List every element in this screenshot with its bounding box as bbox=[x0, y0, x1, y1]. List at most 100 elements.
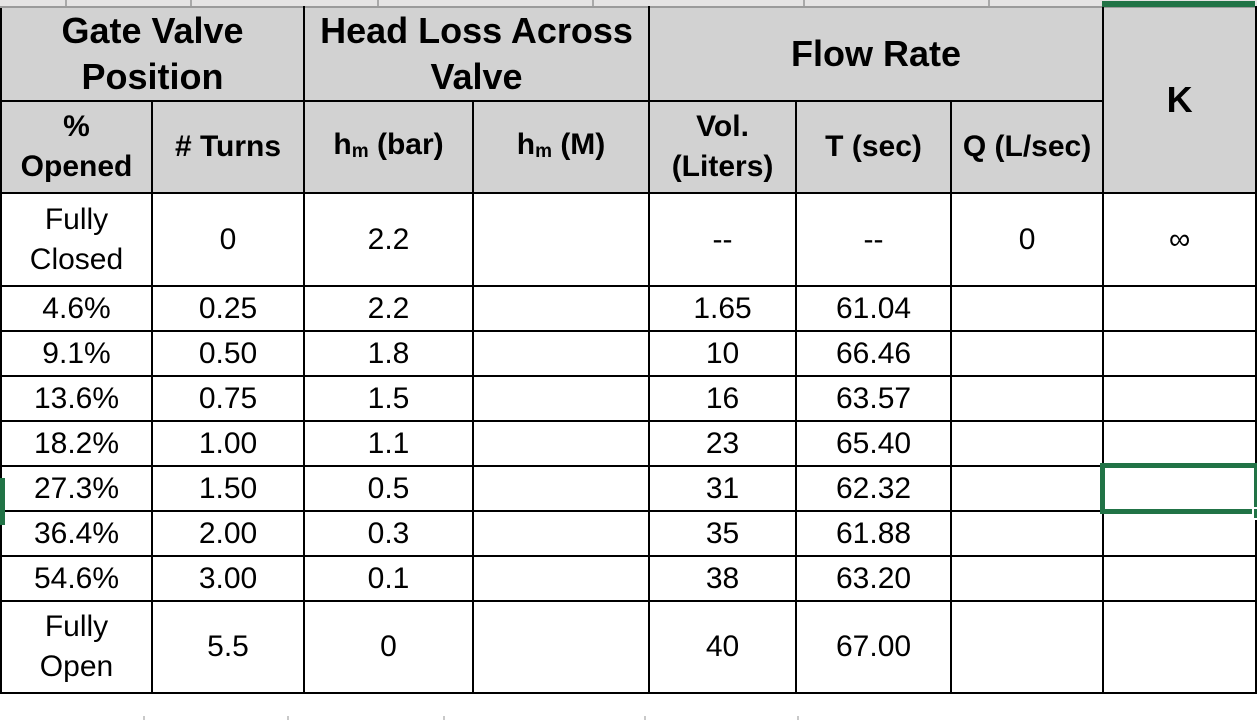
cell-position[interactable]: 4.6% bbox=[0, 285, 153, 332]
cell-t-sec[interactable]: 63.20 bbox=[795, 555, 953, 602]
row-above-sliver bbox=[0, 0, 1257, 6]
group-header-k[interactable]: K bbox=[1102, 6, 1257, 194]
cell-hm-m[interactable] bbox=[472, 375, 651, 422]
cell-hm-bar[interactable]: 0.1 bbox=[303, 555, 475, 602]
cell-t-sec[interactable]: 65.40 bbox=[795, 420, 953, 467]
column-header-volume[interactable]: Vol. (Liters) bbox=[648, 100, 798, 194]
cell-q[interactable] bbox=[950, 510, 1105, 557]
cell-hm-m[interactable] bbox=[472, 600, 651, 694]
cell-k[interactable] bbox=[1102, 330, 1257, 377]
column-header-hm-bar[interactable]: hm (bar) bbox=[303, 100, 475, 194]
column-header-time[interactable]: T (sec) bbox=[795, 100, 953, 194]
cell-hm-m[interactable] bbox=[472, 285, 651, 332]
column-header-turns[interactable]: # Turns bbox=[150, 100, 306, 194]
gridline bbox=[443, 716, 445, 720]
cell-q[interactable] bbox=[950, 465, 1105, 512]
cell-hm-bar[interactable]: 1.5 bbox=[303, 375, 475, 422]
column-selection-indicator bbox=[1102, 1, 1255, 7]
cell-position[interactable]: Fully Open bbox=[0, 600, 153, 694]
gridline bbox=[988, 0, 990, 6]
cell-hm-m[interactable] bbox=[472, 555, 651, 602]
cell-turns[interactable]: 0.75 bbox=[150, 375, 306, 422]
cell-text: Fully bbox=[44, 610, 109, 643]
cell-k[interactable] bbox=[1102, 555, 1257, 602]
cell-t-sec[interactable]: 61.04 bbox=[795, 285, 953, 332]
cell-vol[interactable]: 38 bbox=[648, 555, 798, 602]
cell-q[interactable]: 0 bbox=[950, 192, 1105, 287]
cell-position[interactable]: 27.3% bbox=[0, 465, 153, 512]
cell-position[interactable]: 36.4% bbox=[0, 510, 153, 557]
column-header-hm-m[interactable]: hm (M) bbox=[472, 100, 651, 194]
cell-turns[interactable]: 1.50 bbox=[150, 465, 306, 512]
cell-text: 27.3% bbox=[33, 471, 120, 505]
cell-q[interactable] bbox=[950, 285, 1105, 332]
cell-t-sec[interactable]: -- bbox=[795, 192, 953, 287]
cell-hm-bar[interactable]: 2.2 bbox=[303, 192, 475, 287]
cell-turns[interactable]: 0.25 bbox=[150, 285, 306, 332]
cell-t-sec[interactable]: 61.88 bbox=[795, 510, 953, 557]
cell-hm-m[interactable] bbox=[472, 330, 651, 377]
cell-k[interactable] bbox=[1102, 375, 1257, 422]
fill-handle[interactable] bbox=[1252, 507, 1257, 520]
cell-vol[interactable]: 35 bbox=[648, 510, 798, 557]
cell-turns[interactable]: 5.5 bbox=[150, 600, 306, 694]
cell-turns[interactable]: 2.00 bbox=[150, 510, 306, 557]
group-header-flow-rate[interactable]: Flow Rate bbox=[648, 6, 1105, 102]
cell-k[interactable] bbox=[1102, 420, 1257, 467]
cell-t-sec[interactable]: 62.32 bbox=[795, 465, 953, 512]
cell-position[interactable]: 54.6% bbox=[0, 555, 153, 602]
cell-t-sec[interactable]: 66.46 bbox=[795, 330, 953, 377]
cell-position[interactable]: 9.1% bbox=[0, 330, 153, 377]
cell-hm-bar[interactable]: 0.5 bbox=[303, 465, 475, 512]
cell-position[interactable]: 13.6% bbox=[0, 375, 153, 422]
cell-q[interactable] bbox=[950, 375, 1105, 422]
cell-vol[interactable]: 23 bbox=[648, 420, 798, 467]
cell-turns[interactable]: 1.00 bbox=[150, 420, 306, 467]
cell-text: 9.1% bbox=[42, 336, 111, 370]
cell-turns[interactable]: 0.50 bbox=[150, 330, 306, 377]
cell-hm-m[interactable] bbox=[472, 192, 651, 287]
cell-t-sec[interactable]: 67.00 bbox=[795, 600, 953, 694]
cell-hm-m[interactable] bbox=[472, 510, 651, 557]
cell-text: Closed bbox=[29, 242, 124, 276]
cell-hm-bar[interactable]: 1.8 bbox=[303, 330, 475, 377]
cell-turns[interactable]: 3.00 bbox=[150, 555, 306, 602]
cell-hm-m[interactable] bbox=[472, 465, 651, 512]
cell-vol[interactable]: -- bbox=[648, 192, 798, 287]
table-row: 18.2% 1.00 1.1 23 65.40 bbox=[0, 420, 1257, 467]
header-line: T (sec) bbox=[825, 130, 922, 163]
column-header-pct-opened[interactable]: % Opened bbox=[0, 100, 153, 194]
cell-q[interactable] bbox=[950, 330, 1105, 377]
cell-vol[interactable]: 1.65 bbox=[648, 285, 798, 332]
header-line: Gate Valve bbox=[61, 10, 244, 51]
cell-hm-bar[interactable]: 2.2 bbox=[303, 285, 475, 332]
gridline bbox=[65, 0, 67, 6]
selected-cell-k[interactable] bbox=[1100, 463, 1257, 520]
cell-k[interactable] bbox=[1102, 600, 1257, 694]
cell-k[interactable]: ∞ bbox=[1102, 192, 1257, 287]
cell-k[interactable] bbox=[1102, 510, 1257, 557]
cell-hm-m[interactable] bbox=[472, 420, 651, 467]
cell-vol[interactable]: 10 bbox=[648, 330, 798, 377]
cell-text: Fully bbox=[44, 202, 109, 236]
table-row: Fully Closed 0 2.2 -- -- 0 ∞ bbox=[0, 192, 1257, 287]
cell-q[interactable] bbox=[950, 420, 1105, 467]
cell-k[interactable] bbox=[1102, 285, 1257, 332]
cell-t-sec[interactable]: 63.57 bbox=[795, 375, 953, 422]
cell-hm-bar[interactable]: 0.3 bbox=[303, 510, 475, 557]
cell-vol[interactable]: 16 bbox=[648, 375, 798, 422]
column-header-flow[interactable]: Q (L/sec) bbox=[950, 100, 1105, 194]
cell-vol[interactable]: 31 bbox=[648, 465, 798, 512]
cell-hm-bar[interactable]: 1.1 bbox=[303, 420, 475, 467]
cell-position[interactable]: 18.2% bbox=[0, 420, 153, 467]
cell-q[interactable] bbox=[950, 600, 1105, 694]
cell-vol[interactable]: 40 bbox=[648, 600, 798, 694]
group-header-head-loss[interactable]: Head Loss Across Valve bbox=[303, 6, 651, 102]
cell-q[interactable] bbox=[950, 555, 1105, 602]
header-line: Vol. bbox=[696, 110, 749, 143]
cell-hm-bar[interactable]: 0 bbox=[303, 600, 475, 694]
group-header-gate-valve-position[interactable]: Gate Valve Position bbox=[0, 6, 306, 102]
cell-position[interactable]: Fully Closed bbox=[0, 192, 153, 287]
cell-turns[interactable]: 0 bbox=[150, 192, 306, 287]
